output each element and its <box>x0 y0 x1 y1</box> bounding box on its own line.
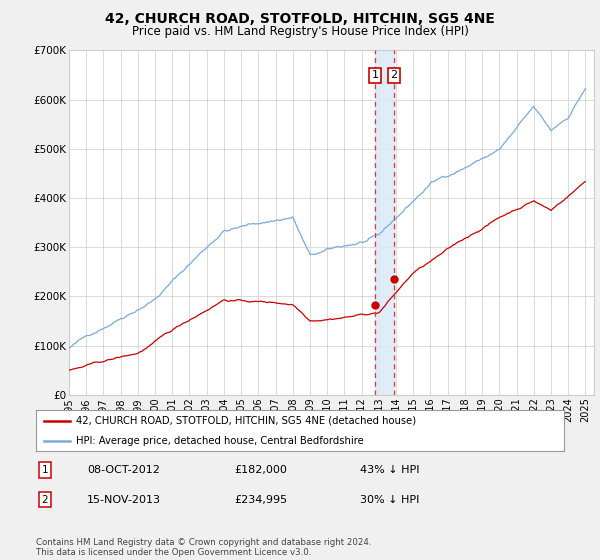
Text: Price paid vs. HM Land Registry's House Price Index (HPI): Price paid vs. HM Land Registry's House … <box>131 25 469 38</box>
Text: £234,995: £234,995 <box>234 494 287 505</box>
Bar <box>375 50 394 395</box>
Text: 15-NOV-2013: 15-NOV-2013 <box>87 494 161 505</box>
Text: 2: 2 <box>41 494 49 505</box>
Text: HPI: Average price, detached house, Central Bedfordshire: HPI: Average price, detached house, Cent… <box>76 436 364 446</box>
Text: 1: 1 <box>41 465 49 475</box>
Text: 30% ↓ HPI: 30% ↓ HPI <box>360 494 419 505</box>
Text: 1: 1 <box>371 70 379 80</box>
Text: 42, CHURCH ROAD, STOTFOLD, HITCHIN, SG5 4NE: 42, CHURCH ROAD, STOTFOLD, HITCHIN, SG5 … <box>105 12 495 26</box>
Text: 42, CHURCH ROAD, STOTFOLD, HITCHIN, SG5 4NE (detached house): 42, CHURCH ROAD, STOTFOLD, HITCHIN, SG5 … <box>76 416 416 426</box>
Text: Contains HM Land Registry data © Crown copyright and database right 2024.
This d: Contains HM Land Registry data © Crown c… <box>36 538 371 557</box>
Text: 43% ↓ HPI: 43% ↓ HPI <box>360 465 419 475</box>
Text: 08-OCT-2012: 08-OCT-2012 <box>87 465 160 475</box>
Text: £182,000: £182,000 <box>234 465 287 475</box>
Text: 2: 2 <box>391 70 398 80</box>
